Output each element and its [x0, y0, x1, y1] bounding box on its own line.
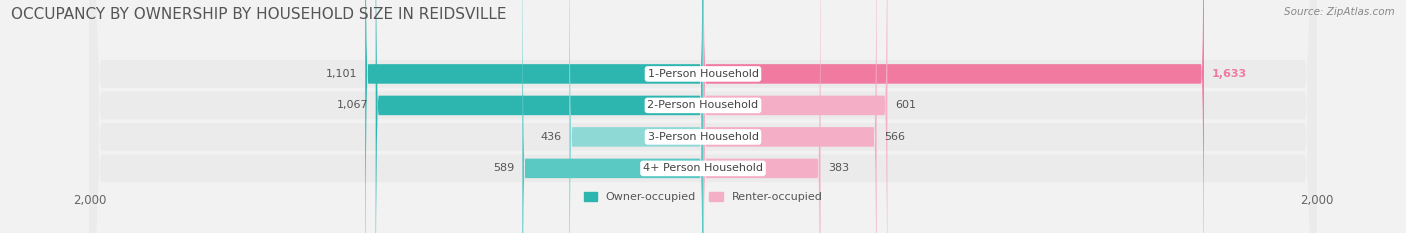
Text: 601: 601 [896, 100, 917, 110]
Text: 383: 383 [828, 163, 849, 173]
Text: 4+ Person Household: 4+ Person Household [643, 163, 763, 173]
FancyBboxPatch shape [703, 0, 821, 233]
Text: 3-Person Household: 3-Person Household [648, 132, 758, 142]
FancyBboxPatch shape [522, 0, 703, 233]
FancyBboxPatch shape [90, 0, 1316, 233]
Text: 1,633: 1,633 [1212, 69, 1247, 79]
FancyBboxPatch shape [703, 0, 887, 233]
Text: Source: ZipAtlas.com: Source: ZipAtlas.com [1284, 7, 1395, 17]
FancyBboxPatch shape [90, 0, 1316, 233]
FancyBboxPatch shape [90, 0, 1316, 233]
FancyBboxPatch shape [569, 0, 703, 233]
Text: 566: 566 [884, 132, 905, 142]
FancyBboxPatch shape [703, 0, 876, 233]
Text: 1-Person Household: 1-Person Household [648, 69, 758, 79]
Text: 2-Person Household: 2-Person Household [647, 100, 759, 110]
FancyBboxPatch shape [366, 0, 703, 233]
FancyBboxPatch shape [90, 0, 1316, 233]
Text: 1,067: 1,067 [336, 100, 368, 110]
Text: OCCUPANCY BY OWNERSHIP BY HOUSEHOLD SIZE IN REIDSVILLE: OCCUPANCY BY OWNERSHIP BY HOUSEHOLD SIZE… [11, 7, 506, 22]
Text: 436: 436 [540, 132, 561, 142]
FancyBboxPatch shape [703, 0, 1204, 233]
FancyBboxPatch shape [375, 0, 703, 233]
Legend: Owner-occupied, Renter-occupied: Owner-occupied, Renter-occupied [579, 187, 827, 206]
Text: 589: 589 [494, 163, 515, 173]
Text: 1,101: 1,101 [326, 69, 357, 79]
